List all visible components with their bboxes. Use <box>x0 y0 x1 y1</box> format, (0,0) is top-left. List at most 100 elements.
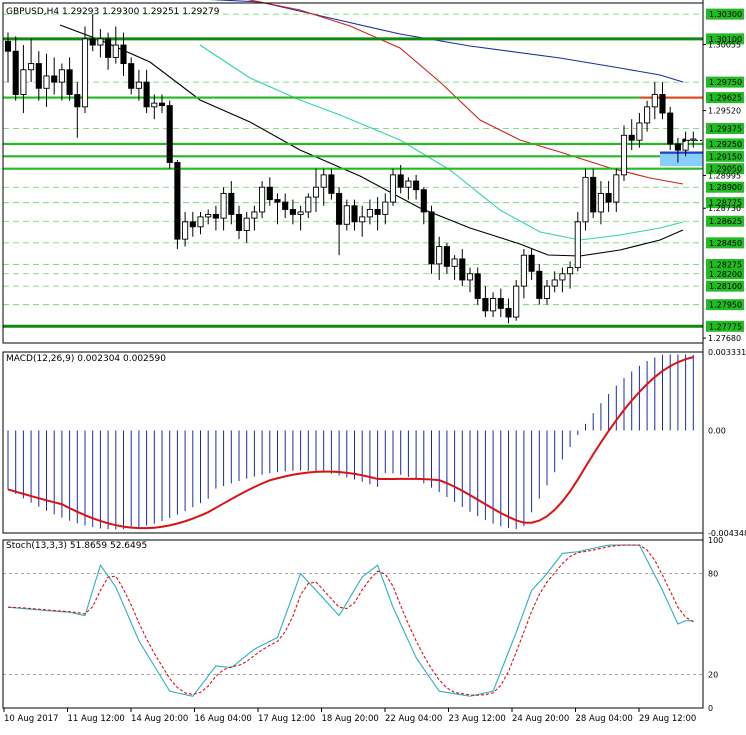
candle-body[interactable] <box>351 205 358 223</box>
candle-body[interactable] <box>174 162 181 240</box>
price-panel[interactable] <box>3 0 703 328</box>
candle-body[interactable] <box>312 186 320 198</box>
candle-body[interactable] <box>89 38 96 46</box>
candle-body[interactable] <box>389 174 397 203</box>
candle-body[interactable] <box>513 285 520 318</box>
candle-body[interactable] <box>482 298 489 312</box>
candle-body[interactable] <box>574 221 581 269</box>
candle-body[interactable] <box>151 102 158 108</box>
candle-body[interactable] <box>282 201 289 210</box>
candle-body[interactable] <box>551 279 558 287</box>
candle-body[interactable] <box>582 176 589 223</box>
candle-body[interactable] <box>81 38 89 108</box>
candle-body[interactable] <box>443 246 450 267</box>
candle-body[interactable] <box>51 75 58 83</box>
candle-body[interactable] <box>543 285 551 299</box>
candle-body[interactable] <box>644 106 651 124</box>
candle-body[interactable] <box>528 254 535 272</box>
candle-body[interactable] <box>235 213 243 231</box>
candle-body[interactable] <box>474 273 481 299</box>
candle-body[interactable] <box>636 122 643 141</box>
candle-body[interactable] <box>112 44 119 58</box>
candle-body[interactable] <box>274 199 281 203</box>
candle-body[interactable] <box>490 298 497 312</box>
stochastic-panel[interactable]: 100 80 20 0 <box>3 536 723 713</box>
candle-body[interactable] <box>667 112 674 145</box>
candle-body[interactable] <box>659 94 666 114</box>
price-axis-label: 1.30055 <box>708 40 741 49</box>
candle-body[interactable] <box>343 205 350 225</box>
candle-body[interactable] <box>105 38 112 58</box>
price-tag: 1.29750 <box>706 76 744 88</box>
ma-blue-line <box>208 0 684 83</box>
candle-body[interactable] <box>559 273 566 281</box>
candle-body[interactable] <box>466 273 474 281</box>
candle-body[interactable] <box>35 63 42 89</box>
candle-body[interactable] <box>505 307 512 318</box>
candle-body[interactable] <box>135 81 142 89</box>
candle-body[interactable] <box>243 217 250 231</box>
candle-body[interactable] <box>613 174 620 203</box>
candle-body[interactable] <box>497 298 504 309</box>
candle-body[interactable] <box>297 211 304 215</box>
candle-body[interactable] <box>336 192 343 225</box>
candle-body[interactable] <box>413 180 420 191</box>
candle-body[interactable] <box>182 221 189 240</box>
candle-body[interactable] <box>66 69 73 95</box>
candle-body[interactable] <box>428 211 435 265</box>
candle-body[interactable] <box>651 94 658 108</box>
candle-body[interactable] <box>120 44 127 65</box>
candle-body[interactable] <box>459 258 466 281</box>
candle-body[interactable] <box>28 63 35 71</box>
candle-body[interactable] <box>628 134 635 141</box>
candle-body[interactable] <box>97 38 104 46</box>
candle-body[interactable] <box>4 40 12 52</box>
candle-body[interactable] <box>366 209 373 218</box>
candle-body[interactable] <box>382 201 389 215</box>
candle-body[interactable] <box>397 174 404 188</box>
candle-body[interactable] <box>305 196 312 213</box>
candle-body[interactable] <box>220 192 227 219</box>
candle-body[interactable] <box>289 209 296 215</box>
candle-body[interactable] <box>567 267 574 275</box>
price-tag-label: 1.29050 <box>709 165 742 174</box>
candle-body[interactable] <box>20 69 27 95</box>
candle-body[interactable] <box>197 216 204 228</box>
candle-body[interactable] <box>520 254 527 287</box>
candle-body[interactable] <box>405 180 412 188</box>
candle-body[interactable] <box>166 105 173 163</box>
candle-body[interactable] <box>620 134 628 176</box>
price-tag: 1.28200 <box>706 268 744 280</box>
candle-body[interactable] <box>259 186 266 213</box>
macd-axis-label: 0.003331 <box>708 348 746 357</box>
macd-panel[interactable]: 0.003331 0.00 -0.004348 <box>7 348 746 538</box>
candle-body[interactable] <box>228 192 235 215</box>
candle-body[interactable] <box>12 50 19 95</box>
candle-body[interactable] <box>251 211 258 219</box>
candle-body[interactable] <box>143 81 150 108</box>
candle-body[interactable] <box>451 258 458 267</box>
candle-body[interactable] <box>420 189 427 213</box>
candle-body[interactable] <box>43 75 50 89</box>
candle-body[interactable] <box>266 186 273 201</box>
candle-body[interactable] <box>74 94 81 108</box>
candle-body[interactable] <box>597 192 604 213</box>
candle-body[interactable] <box>320 174 327 188</box>
candle-body[interactable] <box>328 174 335 194</box>
candle-body[interactable] <box>189 221 196 228</box>
candle-body[interactable] <box>536 270 543 299</box>
candle-body[interactable] <box>212 213 219 219</box>
candle-body[interactable] <box>158 102 166 107</box>
candle-body[interactable] <box>374 209 381 215</box>
candle-body[interactable] <box>590 176 597 213</box>
candle-body[interactable] <box>605 192 612 203</box>
candle-body[interactable] <box>205 213 212 218</box>
ma-teal-line <box>199 44 684 241</box>
candle-body[interactable] <box>436 246 443 265</box>
macd-axis-label: 0.00 <box>708 427 726 436</box>
candle-body[interactable] <box>674 143 681 151</box>
candle-body[interactable] <box>58 69 65 83</box>
candle-body[interactable] <box>128 63 135 89</box>
candle-body[interactable] <box>359 216 366 223</box>
